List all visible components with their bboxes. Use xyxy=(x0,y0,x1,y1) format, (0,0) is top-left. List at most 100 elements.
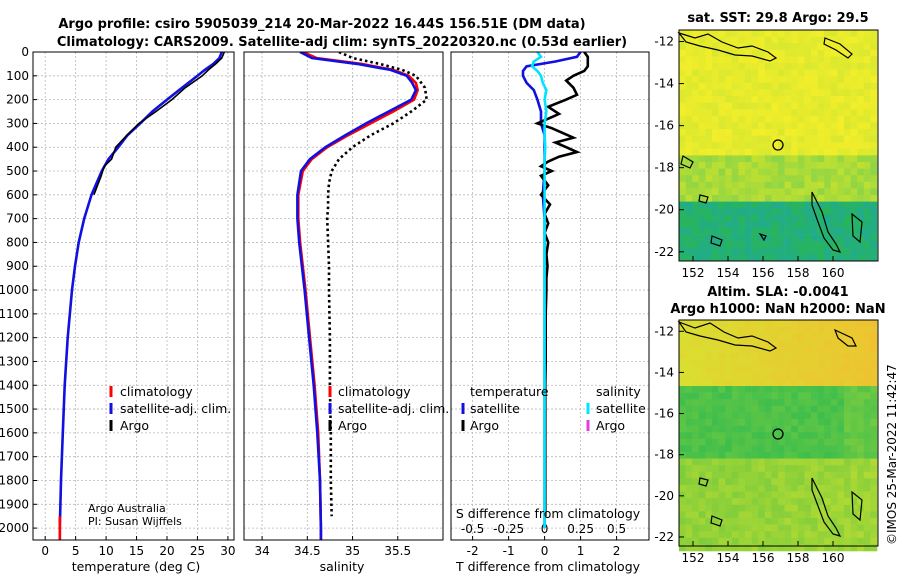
depth-tick-label: 0 xyxy=(21,45,29,59)
salinity-diff-tick-label: 0.25 xyxy=(567,522,594,536)
depth-tick-label: 900 xyxy=(6,259,29,273)
sst-map-y-ticks: -12 -14 -16 -18 -20 -22 xyxy=(654,35,684,259)
depth-tick-label: 1600 xyxy=(0,426,29,440)
salinity-panel: 34 34.5 35 35.5 salinity climatology satell… xyxy=(243,51,449,574)
sst-map-panel: sat. SST: 29.8 Argo: 29.5 -12 -14 -16 -18 -2… xyxy=(654,11,879,280)
sst-coastlines xyxy=(677,31,863,253)
sla-argo-location-marker xyxy=(772,428,784,440)
map-y-tick-label: -18 xyxy=(654,161,674,175)
x-tick-label: 0 xyxy=(41,544,49,558)
salinity-legend-argo: Argo xyxy=(338,418,367,433)
map-x-tick-label: 156 xyxy=(752,266,775,280)
map-y-tick-label: -20 xyxy=(654,203,674,217)
depth-tick-label: 200 xyxy=(6,93,29,107)
salinity-satellite-diff-line xyxy=(530,52,548,529)
credit-pi: PI: Susan Wijffels xyxy=(88,515,182,528)
depth-tick-label: 300 xyxy=(6,116,29,130)
temperature-x-label: temperature (deg C) xyxy=(72,559,201,574)
legend-temp-argo: Argo xyxy=(470,418,499,433)
depth-tick-label: 1900 xyxy=(0,497,29,511)
depth-tick-label: 2000 xyxy=(0,521,29,535)
salinity-legend-satellite: satellite-adj. clim. xyxy=(338,401,449,416)
x-tick-label: -1 xyxy=(503,544,515,558)
map-x-tick-label: 152 xyxy=(682,266,705,280)
sst-argo-location-marker xyxy=(772,139,784,151)
x-tick-label: 25 xyxy=(190,544,205,558)
depth-tick-labels: 0 100 200 300 400 500 600 700 800 900 1000 1100 1200… xyxy=(0,45,37,535)
salinity-x-ticks: 34 34.5 35 35.5 xyxy=(254,536,411,558)
x-tick-label: 20 xyxy=(159,544,174,558)
map-y-tick-label: -22 xyxy=(654,530,674,544)
x-tick-label: 0 xyxy=(541,544,549,558)
depth-tick-label: 1500 xyxy=(0,402,29,416)
map-y-tick-label: -14 xyxy=(654,365,674,379)
salinity-legend: climatology satellite-adj. clim. Argo xyxy=(328,384,449,433)
map-y-tick-label: -12 xyxy=(654,324,674,338)
x-tick-label: 10 xyxy=(98,544,113,558)
temperature-legend-argo: Argo xyxy=(120,418,149,433)
difference-legend: temperature salinity satellite Argo sate… xyxy=(461,384,646,433)
map-x-tick-label: 154 xyxy=(717,551,740,565)
map-y-tick-label: -16 xyxy=(654,119,674,133)
depth-tick-label: 100 xyxy=(6,69,29,83)
depth-tick-label: 600 xyxy=(6,188,29,202)
sst-map-title: sat. SST: 29.8 Argo: 29.5 xyxy=(687,11,868,26)
salinity-diff-tick-label: 0 xyxy=(541,522,549,536)
map-y-tick-label: -12 xyxy=(654,35,674,49)
map-y-tick-label: -18 xyxy=(654,448,674,462)
depth-tick-label: 400 xyxy=(6,140,29,154)
depth-tick-label: 800 xyxy=(6,235,29,249)
credit-argo-australia: Argo Australia xyxy=(88,502,166,515)
sla-map-title-line1: Altim. SLA: -0.0041 xyxy=(707,285,848,300)
x-tick-label: 30 xyxy=(220,544,235,558)
legend-sal-satellite: satellite xyxy=(596,401,646,416)
map-x-tick-label: 160 xyxy=(822,551,845,565)
sla-coastlines xyxy=(677,320,863,537)
legend-sal-argo: Argo xyxy=(596,418,625,433)
depth-tick-label: 500 xyxy=(6,164,29,178)
map-x-tick-label: 156 xyxy=(752,551,775,565)
temperature-grid xyxy=(33,51,234,540)
depth-tick-label: 1100 xyxy=(0,307,29,321)
difference-x-ticks: -2 -1 0 1 2 xyxy=(467,536,621,558)
legend-temp-satellite: satellite xyxy=(470,401,520,416)
legend-group-salinity: salinity xyxy=(596,384,641,399)
legend-group-temperature: temperature xyxy=(470,384,549,399)
salinity-diff-tick-label: 0.5 xyxy=(607,522,626,536)
x-tick-label: 35 xyxy=(345,544,360,558)
temperature-panel: 0100200300400500600700800900100011001200… xyxy=(0,45,236,574)
x-tick-label: 5 xyxy=(72,544,80,558)
salinity-legend-climatology: climatology xyxy=(338,384,411,399)
depth-tick-label: 1300 xyxy=(0,354,29,368)
figure-title-line2: Climatology: CARS2009. Satellite-adj cli… xyxy=(57,35,627,50)
depth-tick-label: 700 xyxy=(6,212,29,226)
x-tick-label: 15 xyxy=(129,544,144,558)
sla-map-title-line2: Argo h1000: NaN h2000: NaN xyxy=(670,302,885,317)
sst-map-image xyxy=(679,30,878,262)
salinity-x-label: salinity xyxy=(320,559,365,574)
depth-tick-label: 1400 xyxy=(0,378,29,392)
difference-x-label: T difference from climatology xyxy=(455,559,641,574)
depth-tick-label: 1200 xyxy=(0,331,29,345)
depth-tick-label: 1800 xyxy=(0,473,29,487)
x-tick-label: -2 xyxy=(467,544,479,558)
map-x-tick-label: 158 xyxy=(787,266,810,280)
salinity-satellite-line xyxy=(296,52,418,540)
salinity-diff-tick-label: -0.5 xyxy=(461,522,484,536)
depth-tick-label: 1700 xyxy=(0,450,29,464)
sla-map-y-ticks: -12 -14 -16 -18 -20 -22 xyxy=(654,324,684,544)
imos-credit: ©IMOS 25-Mar-2022 11:42:47 xyxy=(885,364,899,545)
map-x-tick-label: 152 xyxy=(682,551,705,565)
difference-salinity-ticks: -0.5 -0.25 0 0.25 0.5 xyxy=(461,522,626,536)
x-tick-label: 35.5 xyxy=(384,544,411,558)
sla-map-image xyxy=(679,320,878,552)
map-y-tick-label: -22 xyxy=(654,245,674,259)
map-y-tick-label: -16 xyxy=(654,407,674,421)
difference-panel: -2 -1 0 1 2 -0.5 -0.25 0 0.25 0.5 T difference f… xyxy=(450,51,650,574)
temperature-legend: climatology satellite-adj. clim. Argo xyxy=(109,384,231,433)
temperature-legend-climatology: climatology xyxy=(120,384,193,399)
map-x-tick-label: 154 xyxy=(717,266,740,280)
x-tick-label: 2 xyxy=(613,544,621,558)
sst-map-x-ticks: 152 154 156 158 160 xyxy=(682,256,844,280)
